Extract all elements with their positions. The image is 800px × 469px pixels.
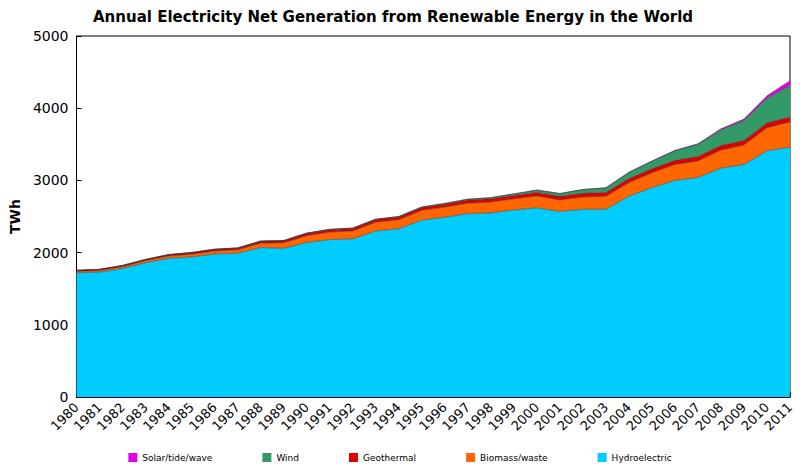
svg-text:1984: 1984 bbox=[139, 399, 174, 434]
svg-text:1988: 1988 bbox=[232, 399, 266, 434]
svg-text:1997: 1997 bbox=[439, 399, 474, 434]
svg-text:1998: 1998 bbox=[462, 399, 497, 434]
svg-text:1994: 1994 bbox=[370, 399, 404, 434]
svg-text:5000: 5000 bbox=[33, 28, 69, 44]
svg-text:1995: 1995 bbox=[393, 399, 428, 434]
svg-text:2011: 2011 bbox=[761, 400, 795, 434]
svg-text:1982: 1982 bbox=[93, 399, 128, 434]
svg-text:Wind: Wind bbox=[276, 453, 299, 463]
svg-text:1990: 1990 bbox=[278, 399, 312, 434]
svg-text:1996: 1996 bbox=[416, 399, 451, 434]
svg-text:Hydroelectric: Hydroelectric bbox=[612, 453, 672, 463]
svg-text:2010: 2010 bbox=[738, 399, 773, 434]
svg-text:2005: 2005 bbox=[623, 399, 658, 434]
svg-text:1000: 1000 bbox=[33, 317, 69, 333]
svg-text:1987: 1987 bbox=[209, 399, 243, 434]
svg-text:2003: 2003 bbox=[577, 399, 612, 434]
svg-text:1980: 1980 bbox=[47, 399, 82, 434]
svg-text:0: 0 bbox=[59, 389, 69, 405]
svg-text:1992: 1992 bbox=[324, 399, 358, 434]
svg-text:1999: 1999 bbox=[485, 399, 520, 434]
svg-text:Annual Electricity Net Generat: Annual Electricity Net Generation from R… bbox=[93, 8, 693, 26]
svg-text:4000: 4000 bbox=[33, 100, 69, 116]
svg-text:2006: 2006 bbox=[646, 399, 681, 434]
svg-text:2008: 2008 bbox=[692, 399, 727, 434]
svg-text:2007: 2007 bbox=[669, 399, 704, 434]
svg-text:TWh: TWh bbox=[7, 199, 23, 234]
svg-text:2004: 2004 bbox=[600, 399, 635, 434]
svg-text:Geothermal: Geothermal bbox=[363, 453, 416, 463]
svg-text:2009: 2009 bbox=[715, 399, 750, 434]
svg-text:Solar/tide/wave: Solar/tide/wave bbox=[142, 453, 212, 463]
svg-text:1985: 1985 bbox=[162, 399, 197, 434]
svg-text:2000: 2000 bbox=[33, 245, 69, 261]
svg-text:2000: 2000 bbox=[508, 399, 543, 434]
svg-text:2002: 2002 bbox=[554, 399, 589, 434]
svg-text:3000: 3000 bbox=[33, 172, 69, 188]
svg-text:Biomass/waste: Biomass/waste bbox=[480, 453, 548, 463]
svg-text:1991: 1991 bbox=[301, 399, 335, 434]
svg-text:1981: 1981 bbox=[70, 399, 105, 434]
svg-text:1983: 1983 bbox=[116, 399, 151, 434]
svg-text:2001: 2001 bbox=[531, 399, 566, 434]
svg-text:1989: 1989 bbox=[255, 399, 289, 434]
svg-text:1986: 1986 bbox=[185, 399, 220, 434]
svg-text:1993: 1993 bbox=[347, 399, 381, 434]
